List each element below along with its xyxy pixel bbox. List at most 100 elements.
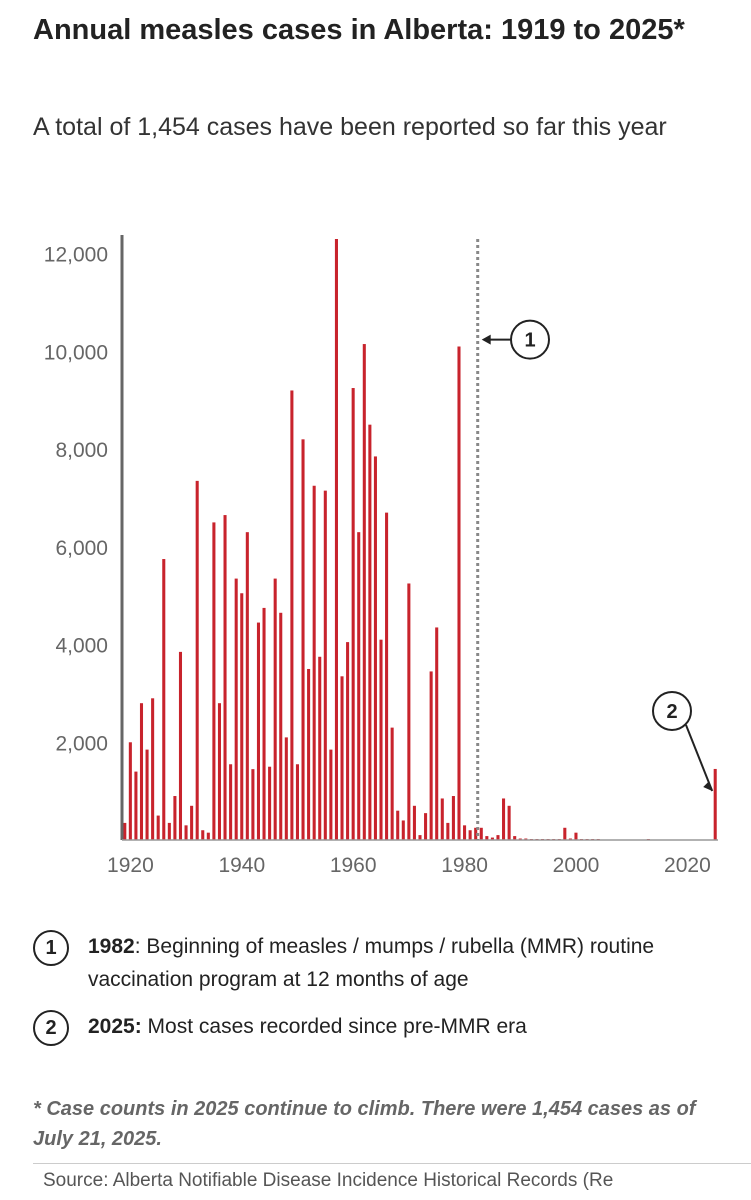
bar-1985 (490, 837, 494, 840)
bar-1943 (256, 622, 260, 840)
bar-2000 (574, 832, 578, 840)
note-2: 2 2025: Most cases recorded since pre-MM… (33, 1010, 733, 1046)
bar-1955 (323, 490, 327, 840)
bar-1925 (156, 815, 160, 840)
annotation-1-circle (510, 319, 550, 360)
bar-1971 (412, 805, 416, 840)
bar-1946 (273, 578, 277, 840)
annotations-group: 12 (476, 239, 714, 840)
annotation-2-label: 2 (666, 701, 677, 723)
bar-chart: 2,000 4,000 6,000 8,000 10,000 12,000 1920 1940… (44, 235, 718, 877)
bar-1988 (507, 805, 511, 840)
bar-1958 (340, 676, 344, 840)
bar-1949 (290, 390, 294, 840)
bar-1951 (301, 439, 305, 840)
bar-1934 (206, 832, 210, 840)
bar-1928 (173, 796, 177, 840)
bar-1964 (373, 456, 377, 840)
y-tick-label: 4,000 (55, 635, 108, 658)
footnote: * Case counts in 2025 continue to climb.… (33, 1098, 696, 1150)
bar-1961 (357, 532, 361, 840)
bar-1976 (440, 798, 444, 840)
bar-1936 (217, 703, 221, 840)
y-tick-label: 12,000 (44, 244, 108, 267)
bar-1930 (184, 825, 188, 840)
x-tick-label: 2020 (664, 854, 711, 877)
x-tick-label: 1920 (107, 854, 154, 877)
notes-legend: 1 1982: Beginning of measles / mumps / r… (33, 930, 733, 1046)
bar-1942 (251, 769, 255, 840)
bar-1921 (134, 771, 138, 840)
bar-1932 (195, 480, 199, 840)
bar-1956 (329, 749, 333, 840)
bar-1941 (245, 532, 249, 840)
bar-1939 (234, 578, 238, 840)
bar-1975 (435, 627, 439, 840)
bar-1945 (268, 766, 272, 840)
chart-subtitle: A total of 1,454 cases have been reporte… (33, 113, 667, 141)
bar-1948 (284, 737, 288, 840)
bar-1922 (139, 703, 144, 840)
annotation-1-label: 1 (524, 330, 535, 352)
bar-1977 (446, 822, 450, 840)
bar-1933 (201, 830, 205, 840)
bar-1931 (190, 805, 194, 840)
bar-1986 (496, 835, 500, 840)
annotation-2-arrow (685, 724, 714, 792)
note-2-year: 2025: (88, 1015, 142, 1038)
bars-group (123, 239, 717, 841)
bar-1984 (485, 836, 489, 840)
bar-1944 (262, 607, 266, 840)
bar-1989 (513, 836, 517, 840)
note-1-badge: 1 (33, 930, 69, 966)
note-1-text: : Beginning of measles / mumps / rubella… (88, 935, 655, 991)
bar-1978 (451, 796, 455, 840)
bar-2025 (713, 768, 717, 840)
bar-1938 (229, 764, 233, 840)
bar-1974 (429, 671, 433, 840)
y-tick-label: 6,000 (55, 537, 108, 560)
bar-1963 (368, 424, 372, 840)
bar-1927 (167, 822, 171, 840)
bar-1940 (240, 593, 244, 840)
note-1: 1 1982: Beginning of measles / mumps / r… (33, 930, 733, 996)
bar-1968 (396, 810, 400, 840)
bar-1924 (151, 698, 155, 840)
x-tick-label: 1940 (218, 854, 265, 877)
bar-1954 (318, 656, 322, 840)
bar-1967 (390, 727, 394, 840)
bar-1979 (457, 346, 461, 840)
bar-1926 (162, 559, 166, 840)
bar-1973 (424, 813, 428, 840)
x-tick-label: 1980 (441, 854, 488, 877)
source-line: Source: Alberta Notifiable Disease Incid… (33, 1163, 751, 1193)
bar-1970 (407, 583, 411, 840)
annotation-1-arrowhead (481, 334, 491, 345)
bar-1937 (223, 515, 227, 840)
y-tick-label: 8,000 (55, 439, 108, 462)
chart-title: Annual measles cases in Alberta: 1919 to… (33, 14, 685, 46)
bar-1919 (123, 822, 127, 840)
bar-1947 (279, 612, 283, 840)
bar-1950 (295, 764, 299, 840)
bar-1962 (362, 344, 366, 840)
y-tick-label: 2,000 (55, 732, 108, 755)
bar-1923 (145, 749, 149, 840)
bar-1981 (468, 830, 472, 840)
bar-1965 (379, 639, 383, 840)
x-tick-label: 1960 (330, 854, 377, 877)
bar-1957 (334, 239, 338, 840)
bar-1920 (128, 742, 132, 840)
bar-1983 (479, 827, 483, 840)
bar-1953 (312, 485, 316, 840)
bar-1966 (385, 512, 389, 840)
bar-1959 (346, 642, 350, 840)
bar-1935 (212, 522, 216, 840)
bar-1969 (401, 820, 405, 840)
bar-1929 (178, 651, 183, 840)
bar-1952 (307, 668, 311, 840)
bar-1960 (351, 388, 355, 840)
bar-1982 (474, 827, 478, 840)
annotation-2-circle (652, 690, 692, 731)
axis-ticks-group: 2,000 4,000 6,000 8,000 10,000 12,000 1920 1940… (44, 235, 718, 877)
